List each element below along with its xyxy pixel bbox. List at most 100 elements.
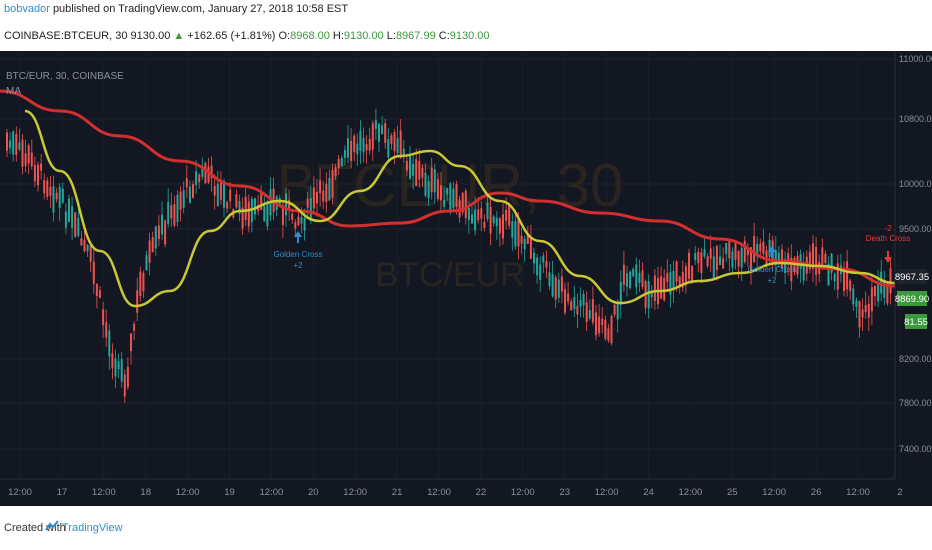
candle-body bbox=[725, 242, 728, 254]
candle-body bbox=[157, 225, 160, 240]
high-value: 9130.00 bbox=[343, 30, 384, 42]
candle-body bbox=[154, 226, 157, 249]
candle-body bbox=[89, 245, 92, 262]
price-tick-label: 8200.00 bbox=[899, 354, 932, 364]
candle-body bbox=[83, 239, 86, 251]
candle-body bbox=[133, 323, 136, 331]
candle-body bbox=[235, 194, 238, 208]
candle-body bbox=[241, 207, 244, 229]
candle-body bbox=[719, 256, 721, 265]
candle-body bbox=[173, 203, 176, 226]
time-tick-label: 22 bbox=[476, 487, 487, 498]
candle-body bbox=[415, 159, 418, 186]
indicator-label[interactable]: MA bbox=[6, 86, 21, 97]
candle-body bbox=[508, 202, 511, 226]
chart-pane[interactable]: BTCEUR, 30 BTC/EUR Golden Cross +2 Golden … bbox=[0, 51, 932, 506]
current-price-box bbox=[897, 269, 927, 284]
price-axis[interactable]: 11000.00 10800.00 10000.00 9500.00 8200.00 78… bbox=[899, 54, 932, 454]
annotation-label: Death Cross bbox=[866, 234, 910, 243]
close-value: 9130.00 bbox=[449, 30, 490, 42]
candle-body bbox=[824, 253, 827, 264]
candle-body bbox=[12, 131, 15, 155]
candle-body bbox=[604, 319, 607, 339]
candle-body bbox=[37, 164, 39, 186]
candle-body bbox=[424, 172, 427, 196]
candle-body bbox=[176, 194, 179, 222]
candle-body bbox=[399, 130, 402, 159]
candle-body bbox=[874, 286, 876, 297]
time-tick-label: 19 bbox=[224, 487, 235, 498]
candle-body bbox=[71, 206, 74, 228]
candle-body bbox=[480, 208, 483, 219]
tradingview-logo-icon[interactable] bbox=[45, 519, 59, 533]
candle-body bbox=[303, 217, 306, 231]
candle-body bbox=[331, 170, 334, 198]
candle-body bbox=[446, 188, 449, 195]
candle-body bbox=[145, 255, 148, 271]
candle-body bbox=[223, 180, 225, 208]
time-axis[interactable]: 12:00 17 12:00 18 12:00 19 12:00 20 12:00 21 12:00… bbox=[8, 487, 902, 498]
candle-body bbox=[740, 247, 743, 268]
candle-body bbox=[536, 257, 539, 276]
candle-body bbox=[464, 190, 467, 218]
candle-body bbox=[790, 257, 793, 282]
candle-body bbox=[213, 185, 216, 196]
candle-body bbox=[616, 301, 619, 320]
candle-body bbox=[201, 165, 204, 177]
candle-body bbox=[43, 180, 46, 194]
candle-body bbox=[768, 239, 771, 257]
candle-body bbox=[126, 366, 129, 388]
candle-body bbox=[436, 179, 439, 199]
candle-body bbox=[161, 214, 163, 235]
candle-body bbox=[588, 310, 591, 319]
time-tick-label: 26 bbox=[811, 487, 822, 498]
candle-body bbox=[343, 150, 346, 159]
candle-body bbox=[715, 246, 718, 271]
candle-body bbox=[390, 135, 393, 144]
author-link[interactable]: bobvador bbox=[4, 3, 50, 15]
candle-body bbox=[774, 250, 777, 265]
candle-body bbox=[849, 280, 852, 292]
candle-body bbox=[864, 305, 867, 313]
time-tick-label: 12:00 bbox=[260, 487, 284, 498]
candle-body bbox=[638, 272, 641, 283]
footer: Created with TradingView bbox=[0, 506, 932, 550]
candle-body bbox=[120, 359, 123, 382]
candle-body bbox=[105, 322, 108, 338]
candle-body bbox=[784, 259, 787, 274]
candle-body bbox=[226, 202, 229, 209]
candle-body bbox=[300, 216, 303, 224]
candle-body bbox=[49, 186, 52, 196]
candle-body bbox=[9, 140, 12, 149]
candle-body bbox=[86, 245, 89, 252]
time-tick-label: 25 bbox=[727, 487, 738, 498]
price-change: +162.65 (+1.81%) bbox=[187, 30, 276, 42]
candle-body bbox=[114, 358, 117, 377]
candle-body bbox=[179, 191, 182, 210]
candle-body bbox=[734, 243, 737, 261]
pane-title[interactable]: BTC/EUR, 30, COINBASE bbox=[6, 71, 124, 82]
price-chart[interactable]: BTCEUR, 30 BTC/EUR Golden Cross+2 Golden … bbox=[0, 51, 932, 506]
annotation-value: -2 bbox=[884, 224, 892, 233]
candle-body bbox=[198, 174, 201, 183]
tradingview-link[interactable]: TradingView bbox=[62, 522, 123, 534]
candle-body bbox=[64, 211, 67, 228]
candle-body bbox=[6, 132, 8, 151]
candle-body bbox=[430, 167, 433, 193]
candle-body bbox=[260, 192, 263, 210]
candle-body bbox=[843, 267, 845, 291]
candle-body bbox=[229, 189, 232, 202]
up-arrow-icon: ▲ bbox=[173, 30, 185, 42]
candle-body bbox=[371, 123, 374, 150]
candle-body bbox=[136, 290, 139, 313]
time-tick-label: 12:00 bbox=[762, 487, 786, 498]
candle-body bbox=[539, 264, 542, 280]
partial-price-label: 81.55 bbox=[904, 317, 928, 328]
candle-body bbox=[498, 218, 501, 234]
candle-body bbox=[746, 248, 749, 256]
candle-body bbox=[58, 186, 61, 208]
price-tick-label: 7400.00 bbox=[899, 444, 932, 454]
candle-body bbox=[440, 185, 442, 201]
candle-body bbox=[808, 251, 811, 270]
